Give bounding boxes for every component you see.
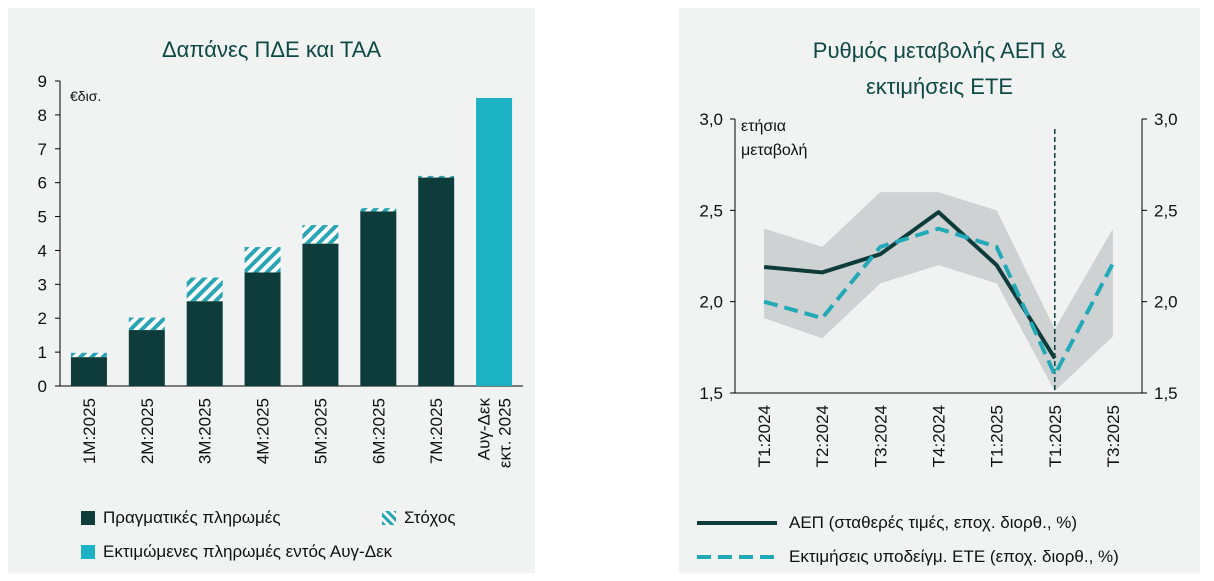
target-bar — [128, 317, 165, 331]
x-tick-label: 3M:2025 — [196, 398, 215, 464]
legend-gdp: ΑΕΠ (σταθερές τιμές, εποχ. διορθ., %) — [695, 513, 1077, 533]
bar-chart-svg: 0 1 2 3 4 5 6 7 8 9 €δισ. 1M:2025 2M:2025 3M:2025 4M:2… — [38, 72, 523, 468]
x-tick-label: T1:2025 — [988, 405, 1007, 467]
left-y-tick-label: 1,5 — [699, 384, 723, 403]
actual-bar — [302, 243, 339, 386]
target-bar — [418, 175, 455, 178]
x-tick-label: 6M:2025 — [369, 398, 388, 464]
target-bar — [186, 277, 223, 302]
y-tick-label: 8 — [38, 106, 47, 125]
target-bar — [302, 225, 339, 244]
actual-bar — [418, 177, 455, 386]
y-tick-label: 0 — [38, 377, 47, 396]
x-tick-label: T1:2024 — [755, 405, 774, 467]
y-tick-label: 1 — [38, 343, 47, 362]
right-y-tick-label: 2,5 — [1154, 201, 1178, 220]
legend-nbg-estimates: Εκτιμήσεις υποδείγμ. ΕΤΕ (εποχ. διορθ., … — [695, 547, 1119, 567]
x-tick-label: T3:2025 — [1104, 405, 1123, 467]
legend-actual-payments: Πραγματικές πληρωμές — [81, 508, 281, 528]
left-y-tick-label: 2,5 — [699, 201, 723, 220]
line-chart-svg: 1,5 1,5 2,0 2,0 2,5 2,5 3,0 3,0 ετήσια μεταβολή T1… — [699, 110, 1178, 467]
left-y-tick-label: 2,0 — [699, 293, 723, 312]
target-bar — [70, 352, 107, 358]
line-chart-title-line-1: Ρυθμός μεταβολής ΑΕΠ & — [812, 38, 1067, 63]
x-tick-label: 2M:2025 — [138, 398, 157, 464]
actual-bar — [360, 211, 397, 386]
unit-label: €δισ. — [70, 88, 101, 104]
legend-label-gdp: ΑΕΠ (σταθερές τιμές, εποχ. διορθ., %) — [789, 513, 1078, 532]
y-tick-label: 2 — [38, 309, 47, 328]
legend-label-estimated: Εκτιμώμενες πληρωμές εντός Αυγ-Δεκ — [103, 542, 393, 561]
axis-note-label: μεταβολή — [741, 142, 807, 159]
bar-chart-title: Δαπάνες ΠΔΕ και ΤΑΑ — [161, 37, 382, 62]
y-tick-label: 3 — [38, 275, 47, 294]
x-tick-label: 4M:2025 — [254, 398, 273, 464]
y-tick-label: 9 — [38, 72, 47, 91]
right-y-tick-label: 1,5 — [1154, 384, 1178, 403]
legend-swatch-estimated — [81, 545, 95, 559]
legend-line-nbg — [697, 555, 777, 559]
y-tick-label: 7 — [38, 140, 47, 159]
x-tick-label: 5M:2025 — [311, 398, 330, 464]
estimated-bar — [476, 97, 513, 386]
legend-label-nbg: Εκτιμήσεις υποδείγμ. ΕΤΕ (εποχ. διορθ., … — [789, 547, 1119, 566]
line-chart-title-line-2: εκτιμήσεις ΕΤΕ — [865, 74, 1014, 99]
legend-estimated-payments: Εκτιμώμενες πληρωμές εντός Αυγ-Δεκ — [81, 542, 392, 562]
x-tick-label: εκτ. 2025 — [496, 398, 515, 468]
x-tick-label: T2:2024 — [813, 405, 832, 467]
x-tick-label: T1:2025 — [1046, 405, 1065, 467]
right-y-tick-label: 2,0 — [1154, 293, 1178, 312]
axis-note-label: ετήσια — [741, 118, 786, 135]
legend-swatch-target — [382, 511, 396, 525]
legend-label-target: Στόχος — [404, 508, 456, 527]
right-y-tick-label: 3,0 — [1154, 110, 1178, 129]
bar-chart-panel: Δαπάνες ΠΔΕ και ΤΑΑ 0 1 2 3 4 5 6 7 8 9 €δισ. 1M:20… — [8, 8, 535, 573]
legend-swatch-actual — [81, 511, 95, 525]
target-bar — [244, 247, 281, 273]
target-bar — [360, 208, 397, 212]
actual-bar — [128, 330, 165, 386]
y-tick-label: 6 — [38, 174, 47, 193]
confidence-band — [764, 192, 1113, 392]
actual-bar — [70, 357, 107, 386]
x-tick-label: T3:2024 — [871, 405, 890, 467]
y-tick-label: 5 — [38, 208, 47, 227]
actual-bar — [186, 301, 223, 386]
x-tick-label: 1M:2025 — [80, 398, 99, 464]
legend-line-gdp — [697, 521, 777, 525]
legend-target: Στόχος — [382, 508, 456, 528]
x-tick-label: T4:2024 — [930, 405, 949, 467]
y-tick-label: 4 — [38, 241, 47, 260]
x-tick-label: Αυγ-Δεκ — [475, 398, 494, 461]
actual-bar — [244, 272, 281, 386]
line-chart-panel: Ρυθμός μεταβολής ΑΕΠ & εκτιμήσεις ΕΤΕ 1,… — [679, 8, 1200, 573]
nbg-estimates-series-line — [763, 226, 1115, 377]
left-y-tick-label: 3,0 — [699, 110, 723, 129]
legend-label-actual: Πραγματικές πληρωμές — [103, 508, 281, 527]
x-tick-label: 7M:2025 — [427, 398, 446, 464]
gdp-series-line — [763, 210, 1057, 360]
